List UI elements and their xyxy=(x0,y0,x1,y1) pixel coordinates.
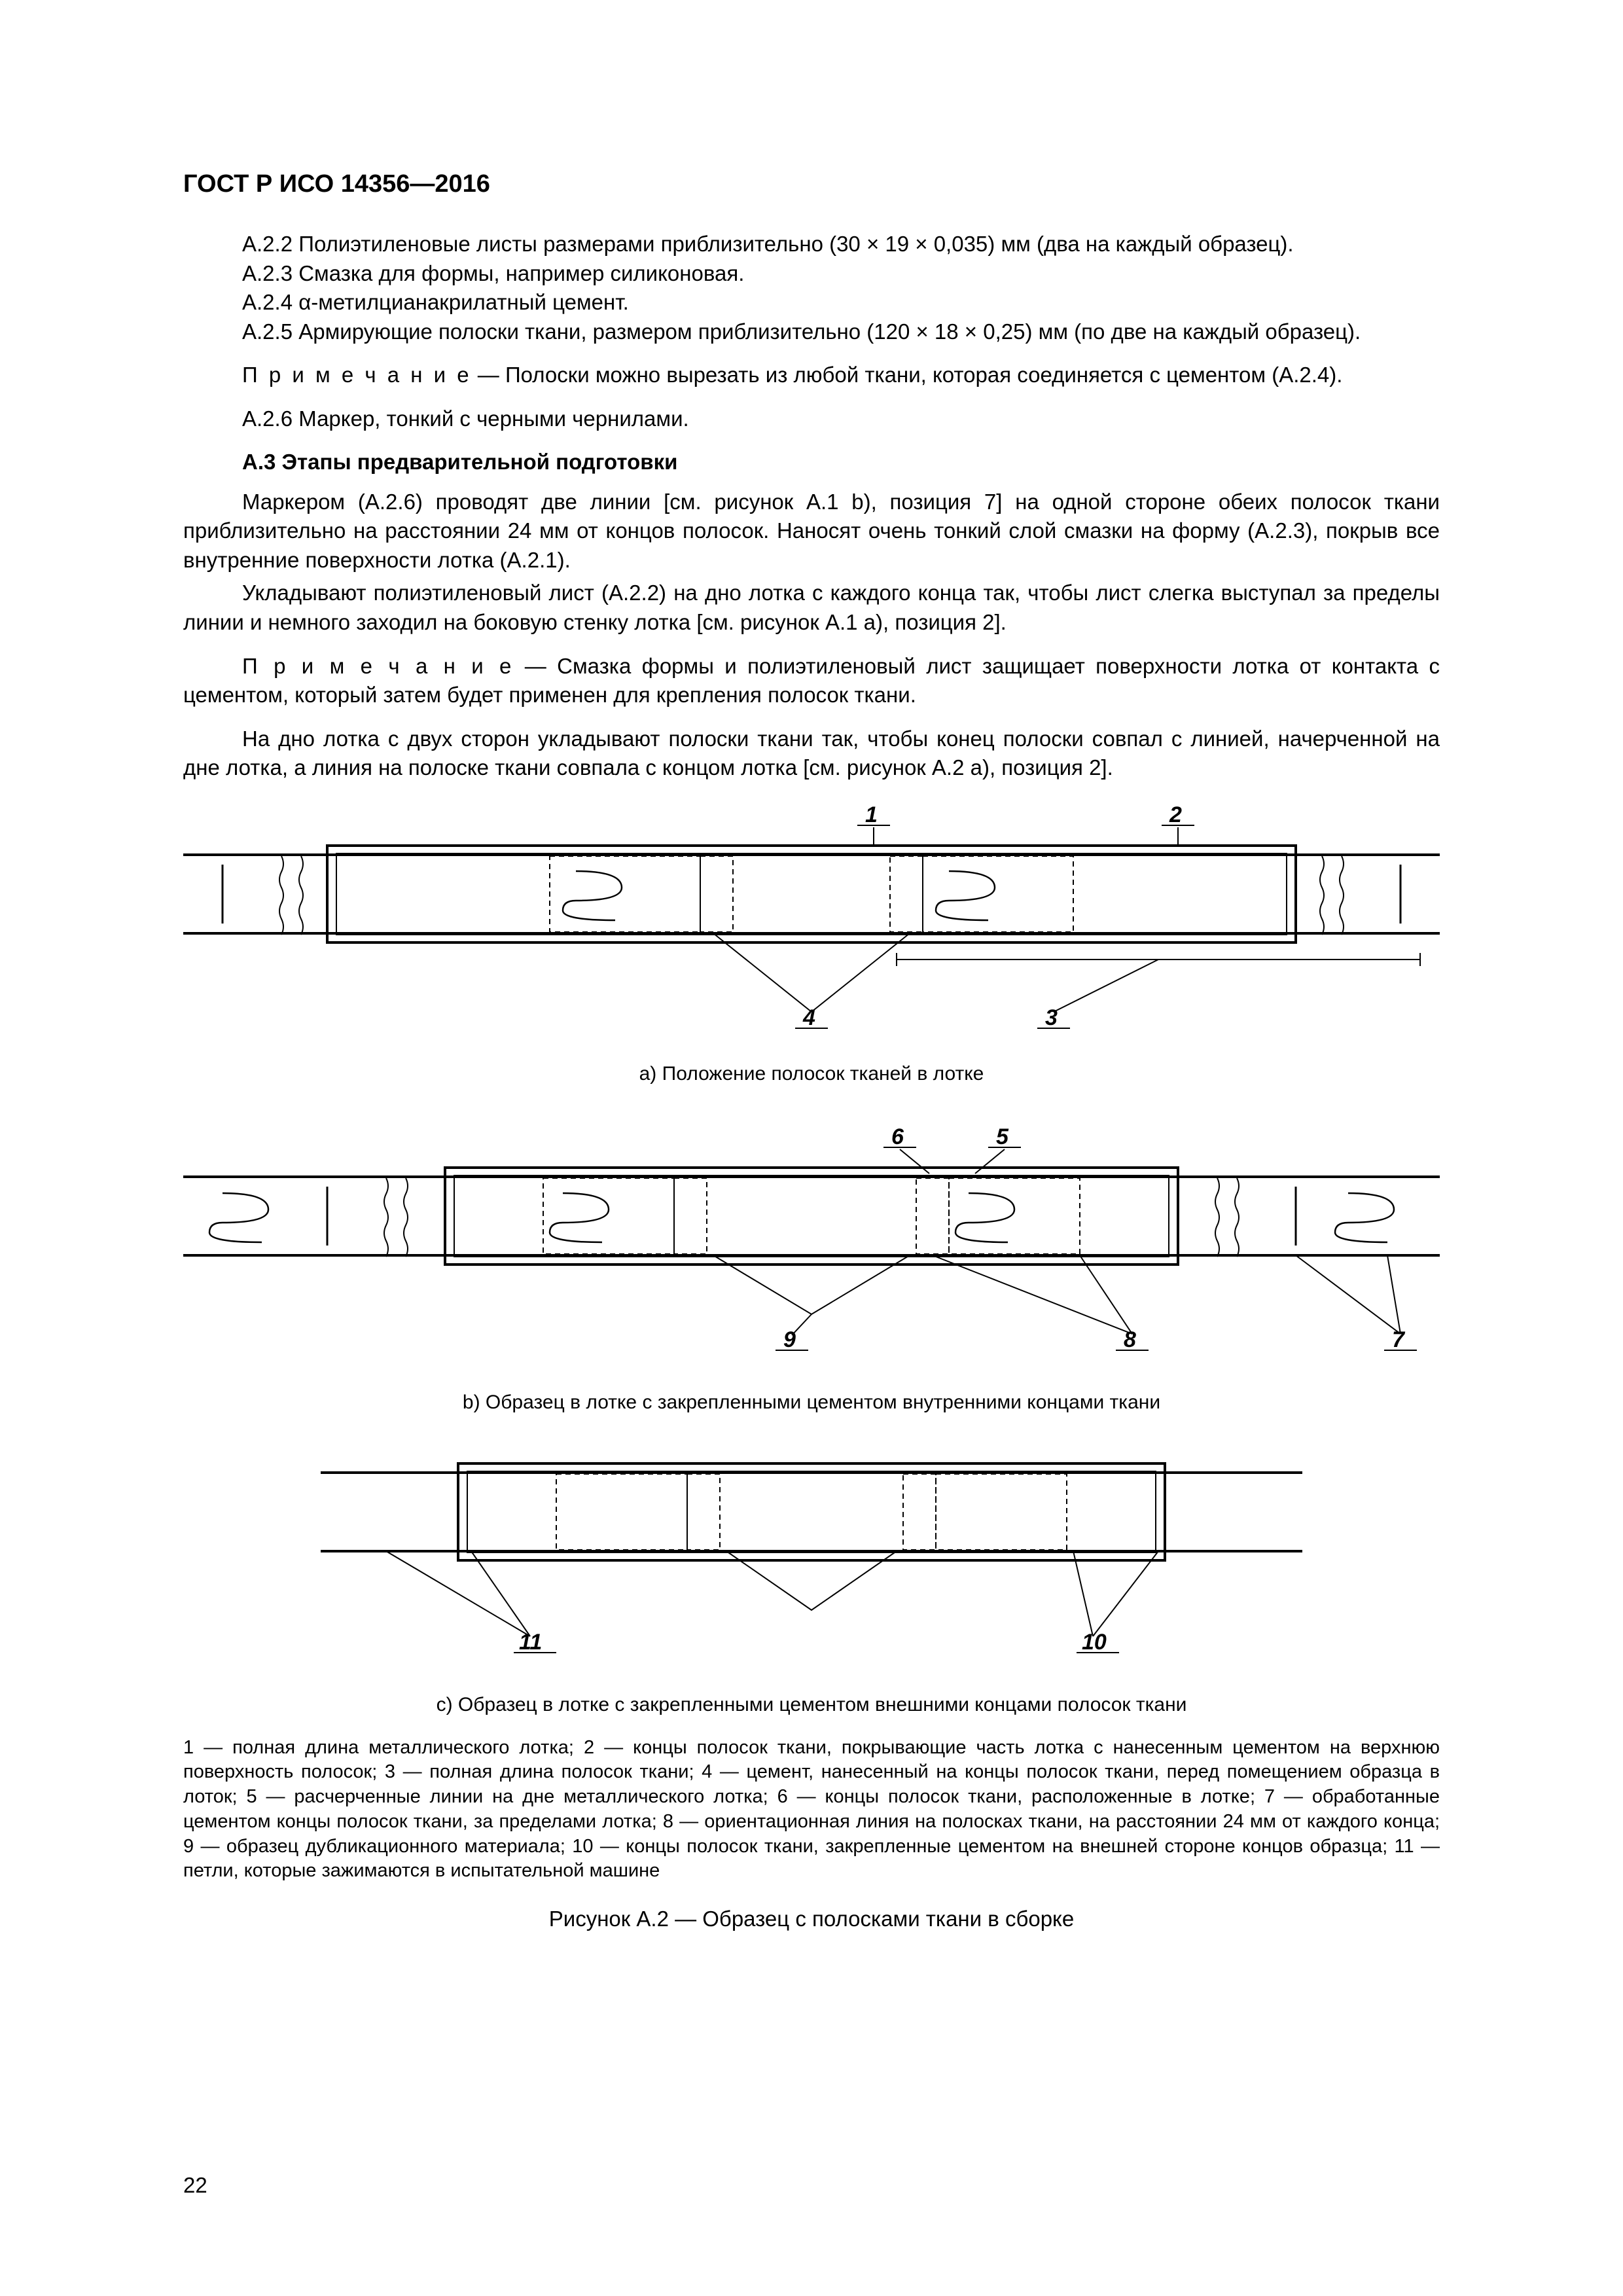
figure-title: Рисунок А.2 — Образец с полосками ткани … xyxy=(183,1907,1440,1931)
para-3: На дно лотка с двух сторон укладывают по… xyxy=(183,725,1440,783)
label-8: 8 xyxy=(1124,1327,1136,1352)
caption-b: b) Образец в лотке с закрепленными цемен… xyxy=(183,1391,1440,1414)
caption-a: а) Положение полосок тканей в лотке xyxy=(183,1063,1440,1085)
note-1: П р и м е ч а н и е — Полоски можно выре… xyxy=(183,361,1440,390)
figure-a: 1 2 xyxy=(183,802,1440,1085)
label-11: 11 xyxy=(519,1630,542,1655)
label-9: 9 xyxy=(783,1327,796,1352)
doc-header: ГОСТ Р ИСО 14356—2016 xyxy=(183,170,1440,198)
clause-a24: А.2.4 α-метилцианакрилатный цемент. xyxy=(183,288,1440,317)
para-2: Укладывают полиэтиленовый лист (А.2.2) н… xyxy=(183,579,1440,637)
clause-a26: А.2.6 Маркер, тонкий с черными чернилами… xyxy=(183,404,1440,434)
note-2: П р и м е ч а н и е — Смазка формы и пол… xyxy=(183,652,1440,710)
label-2: 2 xyxy=(1169,802,1182,827)
caption-c: с) Образец в лотке с закрепленными цемен… xyxy=(183,1694,1440,1716)
label-5: 5 xyxy=(996,1124,1009,1149)
figure-b: 6 5 xyxy=(183,1124,1440,1414)
clause-a23: А.2.3 Смазка для формы, например силикон… xyxy=(183,259,1440,289)
figure-c: 11 10 с) Образец в лотке с закрепленными… xyxy=(183,1446,1440,1716)
label-6: 6 xyxy=(891,1124,904,1149)
label-1: 1 xyxy=(865,802,878,827)
clause-a22: А.2.2 Полиэтиленовые листы размерами при… xyxy=(183,230,1440,259)
label-3: 3 xyxy=(1045,1005,1058,1030)
label-7: 7 xyxy=(1392,1327,1406,1352)
figure-legend: 1 — полная длина металлического лотка; 2… xyxy=(183,1736,1440,1884)
label-4: 4 xyxy=(802,1005,815,1030)
para-1: Маркером (А.2.6) проводят две линии [см.… xyxy=(183,488,1440,575)
label-10: 10 xyxy=(1082,1630,1107,1655)
clause-a25: А.2.5 Армирующие полоски ткани, размером… xyxy=(183,317,1440,347)
section-a3-title: А.3 Этапы предварительной подготовки xyxy=(183,448,1440,477)
page-number: 22 xyxy=(183,2173,207,2198)
